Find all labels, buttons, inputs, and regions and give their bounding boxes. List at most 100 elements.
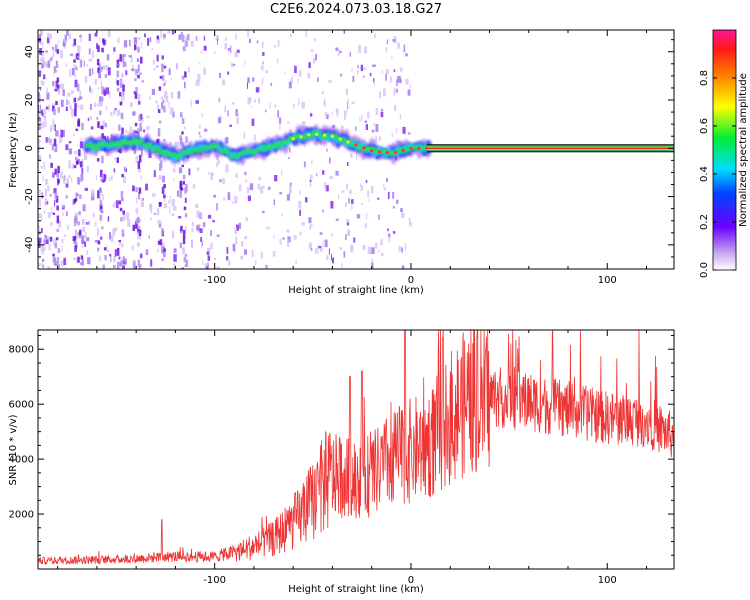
noise-speck — [168, 199, 170, 204]
noise-streak — [157, 109, 161, 113]
noise-streak — [157, 240, 161, 245]
noise-speck — [215, 34, 219, 42]
figure-title: C2E6.2024.073.03.18.G27 — [269, 2, 443, 17]
noise-speck — [43, 161, 45, 170]
noise-streak — [135, 218, 139, 226]
noise-streak — [57, 171, 60, 174]
noise-speck — [52, 172, 55, 178]
noise-speck — [203, 35, 206, 41]
ridge-peak-dot — [299, 135, 303, 139]
noise-speck — [360, 64, 363, 72]
noise-speck — [231, 102, 235, 105]
noise-streak — [182, 181, 185, 185]
noise-speck — [297, 78, 299, 85]
noise-speck — [38, 155, 42, 159]
noise-speck — [228, 260, 231, 266]
noise-speck — [367, 246, 371, 255]
noise-speck — [378, 214, 380, 220]
noise-speck — [87, 117, 90, 121]
noise-speck — [284, 71, 286, 74]
ridge-blob — [269, 145, 274, 150]
noise-speck — [100, 193, 103, 197]
ridge-peak-dot — [378, 150, 382, 154]
noise-speck — [208, 172, 210, 175]
noise-speck — [178, 34, 182, 40]
noise-speck — [149, 37, 152, 43]
noise-speck — [401, 212, 405, 218]
noise-streak — [124, 258, 127, 265]
noise-speck — [281, 169, 283, 176]
noise-speck — [115, 107, 117, 111]
noise-speck — [123, 175, 126, 183]
noise-speck — [98, 101, 102, 107]
noise-streak — [133, 91, 137, 95]
noise-speck — [140, 202, 144, 208]
noise-speck — [38, 38, 42, 43]
noise-speck — [311, 160, 313, 164]
noise-speck — [139, 253, 143, 259]
noise-speck — [169, 206, 171, 215]
noise-streak — [103, 39, 106, 46]
ridge-peak-dot — [393, 150, 397, 154]
ridge-blob — [260, 148, 266, 152]
noise-speck — [109, 91, 111, 98]
ridge-blob — [148, 142, 153, 147]
noise-speck — [100, 236, 103, 240]
noise-speck — [116, 109, 120, 116]
noise-speck — [274, 104, 277, 107]
noise-speck — [86, 237, 90, 242]
noise-speck — [299, 231, 302, 236]
noise-speck — [45, 198, 47, 206]
noise-speck — [309, 174, 313, 179]
noise-speck — [102, 194, 104, 201]
noise-speck — [86, 250, 89, 255]
noise-speck — [287, 239, 289, 247]
ridge-blob — [216, 144, 222, 148]
noise-streak — [132, 224, 135, 231]
noise-speck — [331, 254, 333, 261]
noise-speck — [50, 222, 53, 226]
noise-speck — [276, 58, 279, 64]
noise-speck — [129, 126, 132, 132]
noise-speck — [74, 212, 78, 219]
noise-speck — [235, 109, 238, 117]
noise-speck — [362, 245, 366, 250]
noise-streak — [158, 86, 162, 91]
noise-streak — [157, 128, 161, 135]
spectrogram-axes: -100 0 100 -40 -20 0 20 40 — [24, 30, 674, 286]
noise-speck — [100, 210, 104, 214]
noise-speck — [198, 135, 203, 138]
noise-streak — [117, 63, 121, 67]
noise-streak — [80, 255, 84, 260]
noise-speck — [305, 30, 308, 37]
noise-speck — [238, 222, 241, 229]
noise-speck — [85, 232, 87, 237]
noise-speck — [106, 244, 108, 251]
noise-speck — [224, 105, 227, 113]
noise-streak — [182, 230, 186, 238]
noise-streak — [75, 156, 78, 161]
noise-speck — [169, 196, 171, 204]
noise-speck — [155, 100, 158, 104]
noise-speck — [71, 43, 76, 47]
noise-streak — [101, 47, 104, 53]
noise-speck — [392, 39, 396, 42]
noise-speck — [226, 256, 229, 261]
noise-speck — [178, 167, 183, 174]
noise-speck — [363, 67, 367, 70]
noise-speck — [326, 114, 329, 120]
noise-streak — [122, 84, 125, 92]
noise-speck — [309, 179, 312, 182]
snr-axes: -100 0 100 2000 4000 6000 8000 — [9, 330, 674, 586]
noise-speck — [387, 191, 390, 199]
noise-streak — [56, 205, 59, 211]
noise-streak — [157, 133, 161, 137]
noise-speck — [319, 232, 323, 235]
noise-speck — [156, 55, 159, 62]
noise-speck — [329, 157, 331, 164]
noise-streak — [163, 105, 166, 113]
noise-streak — [183, 256, 187, 263]
noise-speck — [369, 72, 372, 77]
noise-speck — [97, 87, 100, 90]
noise-speck — [237, 114, 240, 117]
